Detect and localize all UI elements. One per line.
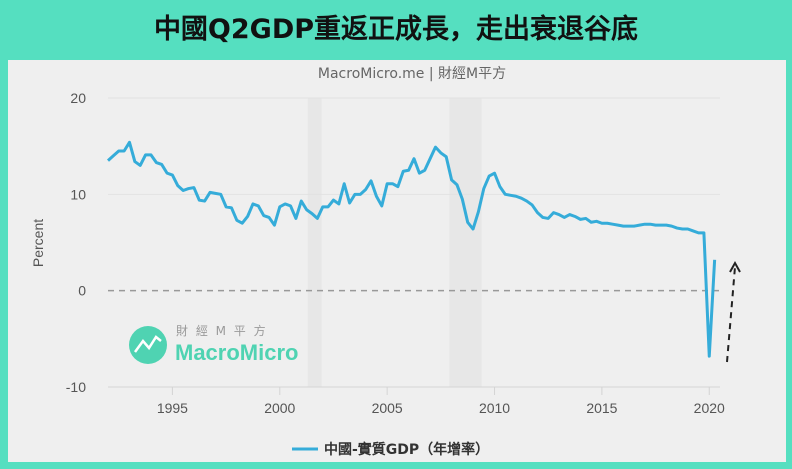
watermark-logo: 財 經 M 平 方 MacroMicro [129, 323, 298, 365]
chart-panel [8, 60, 786, 462]
legend-label: 中國-實質GDP（年增率） [324, 441, 489, 458]
x-tick-label: 2020 [694, 400, 725, 416]
x-tick-label: 2015 [586, 400, 617, 416]
page-title: 中國Q2GDP重返正成長，走出衰退谷底 [153, 14, 639, 45]
recovery-arrow [726, 260, 741, 363]
watermark-en: MacroMicro [175, 340, 298, 365]
x-tick-label: 1995 [157, 400, 188, 416]
y-tick-label: 10 [70, 186, 86, 202]
y-tick-label: 20 [70, 90, 86, 106]
watermark-cn: 財 經 M 平 方 [176, 323, 268, 338]
chart-source: MacroMicro.me | 財經M平方 [318, 66, 506, 82]
series-line-china-real-gdp [106, 140, 717, 358]
legend[interactable]: 中國-實質GDP（年增率） [292, 441, 489, 458]
y-tick-label: -10 [66, 379, 86, 395]
y-tick-label: 0 [78, 283, 86, 299]
x-tick-label: 2000 [264, 400, 295, 416]
recession-shading [449, 98, 482, 387]
x-tick-label: 2005 [372, 400, 403, 416]
recession-shading [307, 98, 322, 387]
x-tick-label: 2010 [479, 400, 510, 416]
y-axis-label: Percent [30, 219, 46, 267]
